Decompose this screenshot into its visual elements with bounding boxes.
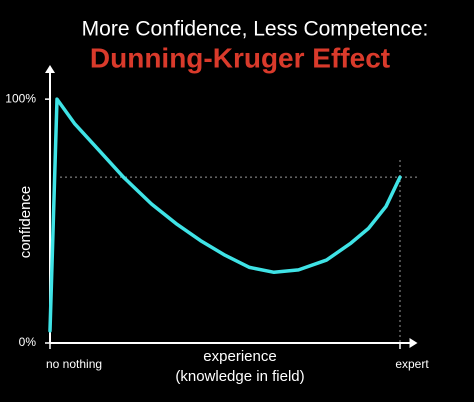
- chart-subtitle: Dunning-Kruger Effect: [90, 42, 390, 73]
- y-arrow: [45, 65, 55, 73]
- chart-title: More Confidence, Less Competence:: [82, 18, 429, 41]
- x-axis-label: (knowledge in field): [175, 368, 304, 385]
- y-tick-label: 0%: [19, 335, 37, 349]
- y-axis-label: confidence: [17, 186, 34, 259]
- x-arrow: [409, 338, 418, 348]
- line: [48, 97, 402, 333]
- x-tick-label: no nothing: [46, 357, 102, 371]
- x-tick-label: expert: [395, 357, 429, 371]
- y-tick-label: 100%: [5, 91, 36, 105]
- x-axis-label: experience: [203, 348, 276, 365]
